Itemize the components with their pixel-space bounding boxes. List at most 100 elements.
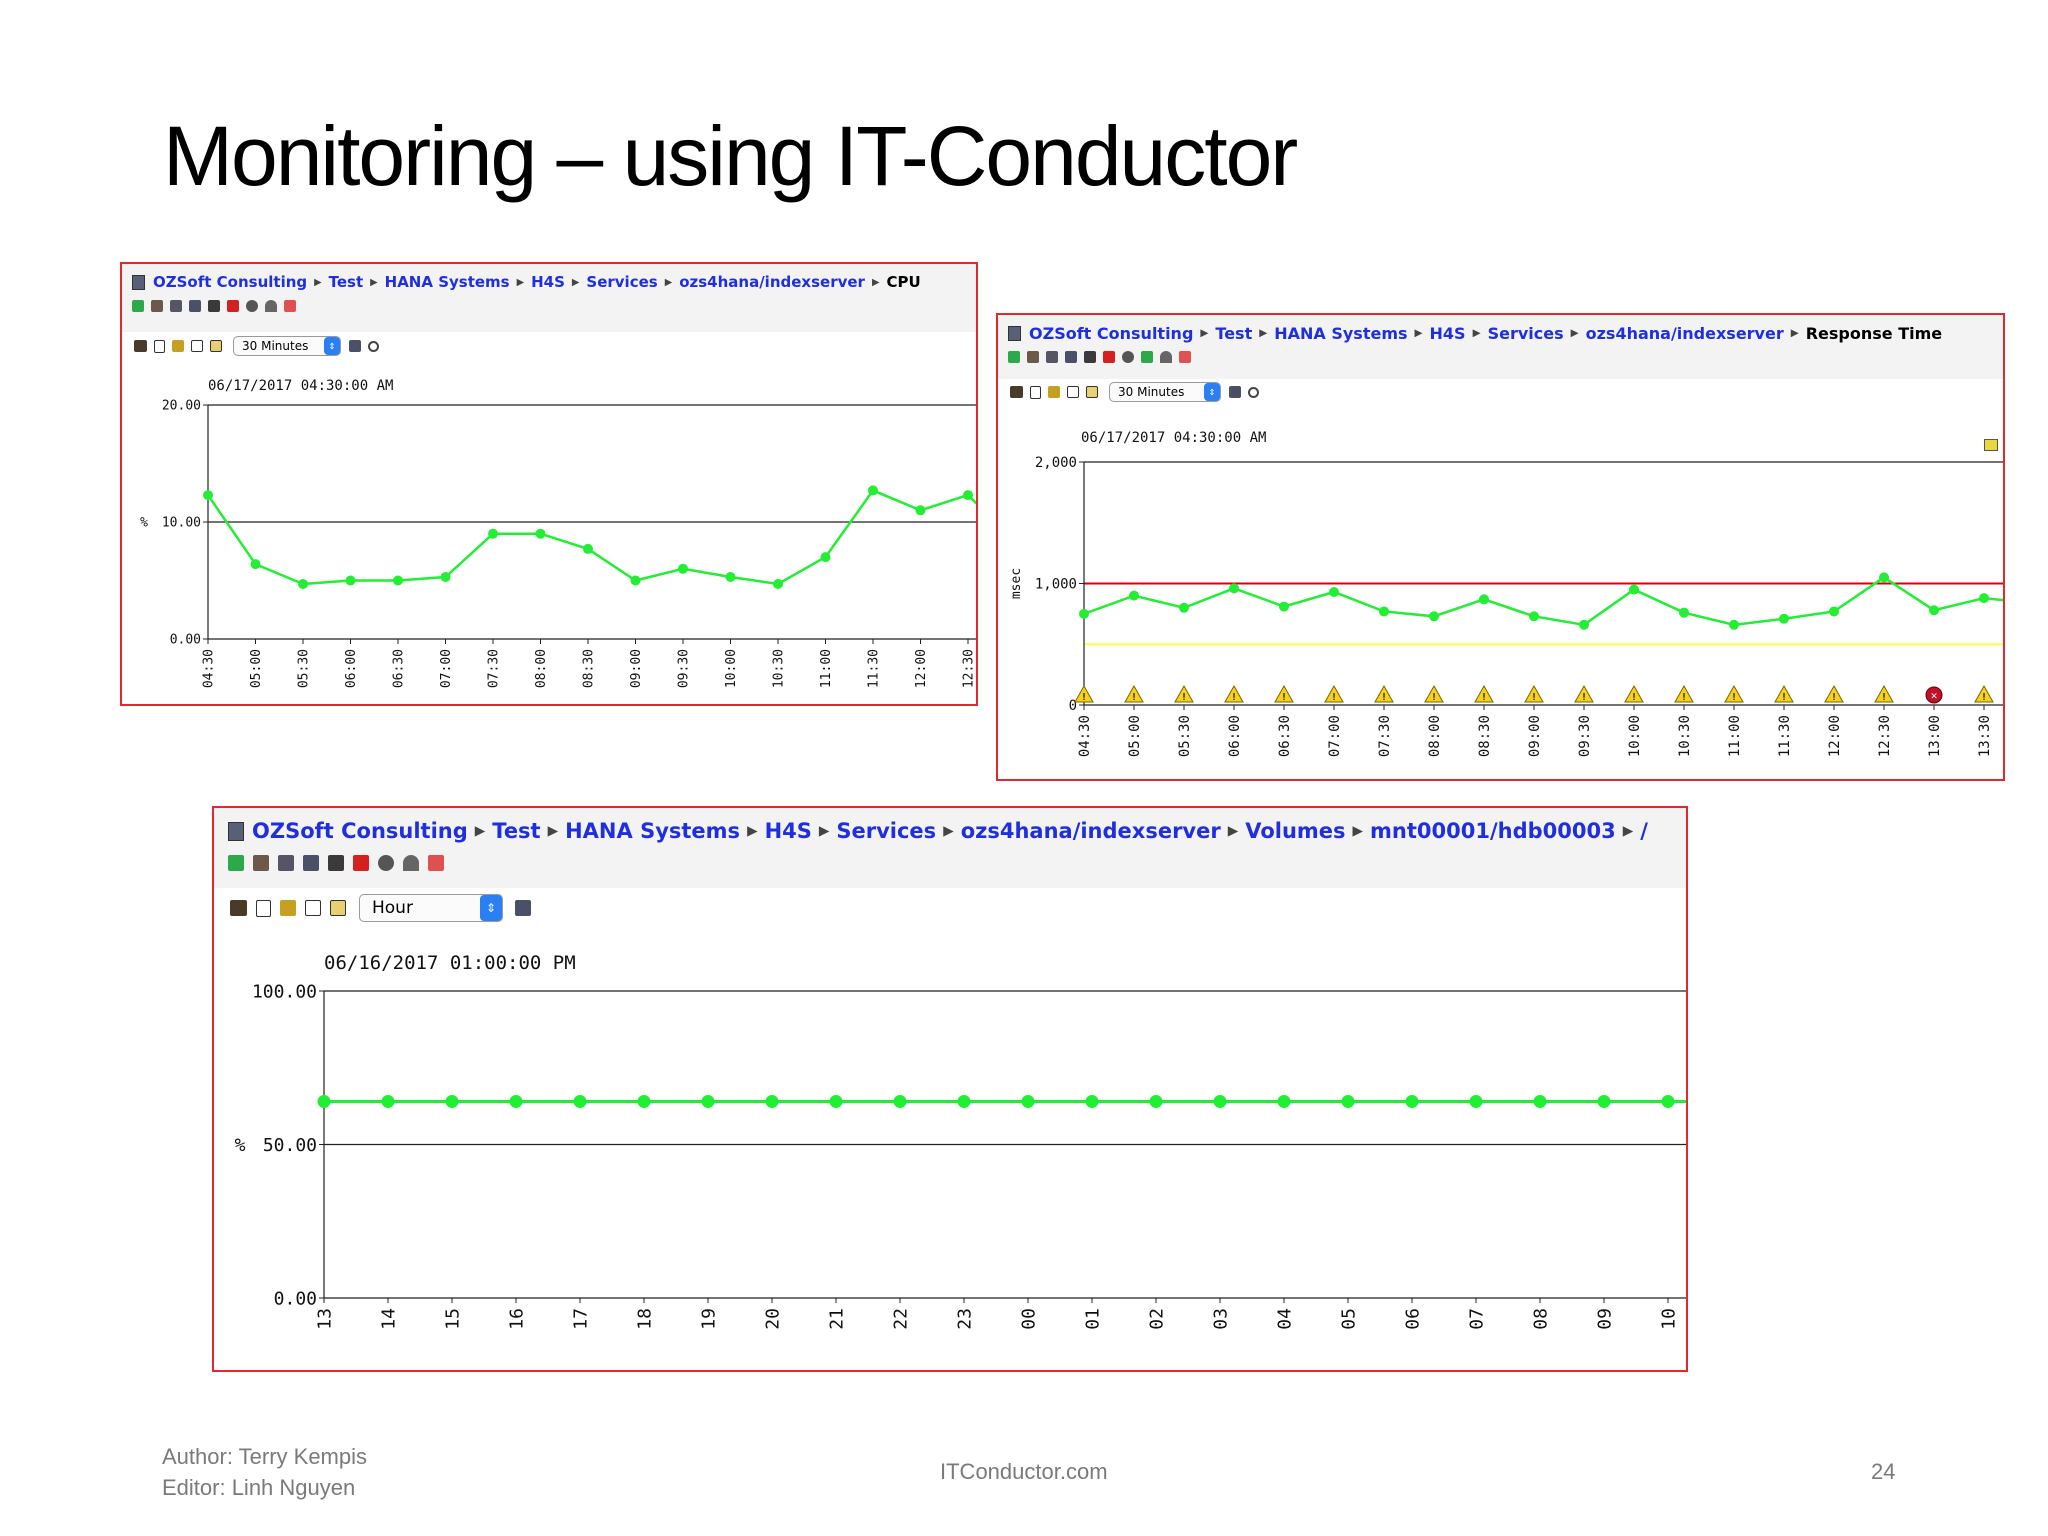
note-icon[interactable]	[1984, 439, 1998, 451]
breadcrumb-link[interactable]: HANA Systems	[1274, 323, 1408, 343]
target-icon[interactable]	[1248, 386, 1259, 398]
data-point	[203, 490, 213, 501]
breadcrumb-link[interactable]: Test	[492, 819, 541, 843]
copy-icon[interactable]	[330, 900, 346, 916]
gauge-icon[interactable]	[265, 300, 277, 312]
response-time-panel: OZSoft Consulting ▶ Test ▶ HANA Systems ▶ H…	[996, 313, 2005, 781]
refresh-icon[interactable]	[132, 300, 144, 312]
breadcrumb-link[interactable]: Volumes	[1245, 819, 1346, 843]
target-icon[interactable]	[368, 340, 379, 352]
breadcrumb: OZSoft Consulting ▶ Test ▶ HANA Systems ▶ H…	[1008, 323, 1993, 343]
pin-icon[interactable]	[428, 855, 444, 871]
gauge-icon[interactable]	[403, 855, 419, 871]
breadcrumb-link[interactable]: ozs4hana/indexserver	[679, 273, 865, 291]
edit-icon[interactable]	[172, 340, 184, 352]
breadcrumb-link[interactable]: H4S	[531, 273, 565, 291]
data-point	[488, 528, 498, 539]
x-tick-label: 04:30	[202, 649, 217, 688]
breadcrumb-current: Response Time	[1805, 323, 1943, 343]
document-icon[interactable]	[154, 339, 165, 353]
refresh-icon[interactable]	[1008, 351, 1020, 363]
period-select[interactable]: Hour ⇕	[359, 894, 503, 922]
breadcrumb-link[interactable]: Test	[1215, 323, 1253, 343]
users-icon[interactable]	[1010, 386, 1023, 398]
server-icon[interactable]	[328, 855, 344, 871]
document-icon[interactable]	[1030, 385, 1041, 399]
breadcrumb-link[interactable]: H4S	[1429, 323, 1466, 343]
data-point	[1661, 1095, 1675, 1109]
chart-icon[interactable]	[515, 900, 531, 916]
breadcrumb-link[interactable]: OZSoft Consulting	[1029, 323, 1194, 343]
chart-icon[interactable]	[1229, 386, 1241, 398]
document-icon[interactable]	[256, 899, 271, 917]
building-icon	[228, 821, 244, 841]
edit-icon[interactable]	[280, 900, 296, 916]
monitor-icon[interactable]	[170, 300, 182, 312]
copy-icon[interactable]	[210, 340, 222, 352]
period-select[interactable]: 30 Minutes ⇕	[1109, 382, 1221, 402]
breadcrumb-link[interactable]: HANA Systems	[565, 819, 741, 843]
breadcrumb-link[interactable]: OZSoft Consulting	[252, 819, 468, 843]
alert-icon[interactable]	[353, 855, 369, 871]
gauge-icon[interactable]	[1160, 351, 1172, 363]
hierarchy-icon[interactable]	[189, 300, 201, 312]
data-point	[1329, 587, 1339, 598]
data-point	[317, 1095, 331, 1109]
edit-icon[interactable]	[1048, 386, 1060, 398]
hierarchy-icon[interactable]	[1065, 351, 1077, 363]
breadcrumb-link[interactable]: Services	[586, 273, 658, 291]
server-icon[interactable]	[208, 300, 220, 312]
data-point	[1179, 602, 1189, 613]
select-arrow-icon: ⇕	[324, 337, 340, 355]
settings-icon[interactable]	[1122, 351, 1134, 363]
data-point	[637, 1095, 651, 1109]
hierarchy-icon[interactable]	[303, 855, 319, 871]
x-tick-label: 09	[1594, 1308, 1615, 1330]
alert-icon[interactable]	[227, 300, 239, 312]
pin-icon[interactable]	[1179, 351, 1191, 363]
agent-icon[interactable]	[1027, 351, 1039, 363]
server-icon[interactable]	[1084, 351, 1096, 363]
table-icon[interactable]	[1067, 386, 1079, 398]
breadcrumb-link[interactable]: ozs4hana/indexserver	[1585, 323, 1784, 343]
breadcrumb-separator: ▶	[818, 823, 830, 839]
breadcrumb-link[interactable]: Services	[1487, 323, 1564, 343]
x-tick-label: 07	[1466, 1308, 1487, 1330]
breadcrumb-link[interactable]: Test	[328, 273, 364, 291]
copy-icon[interactable]	[1086, 386, 1098, 398]
users-icon[interactable]	[134, 340, 147, 352]
breadcrumb-link[interactable]: H4S	[764, 819, 812, 843]
settings-icon[interactable]	[246, 300, 258, 312]
settings-icon[interactable]	[378, 855, 394, 871]
breadcrumb-link[interactable]: ozs4hana/indexserver	[960, 819, 1221, 843]
breadcrumb-link[interactable]: /	[1640, 819, 1648, 843]
agent-icon[interactable]	[253, 855, 269, 871]
x-tick-label: 22	[890, 1308, 911, 1330]
alert-icon[interactable]	[1103, 351, 1115, 363]
breadcrumb-link[interactable]: Services	[836, 819, 937, 843]
warning-icon-glyph: !	[1981, 692, 1987, 703]
checkmark-icon[interactable]	[1141, 351, 1153, 363]
x-tick-label: 12:00	[1827, 715, 1843, 757]
agent-icon[interactable]	[151, 300, 163, 312]
table-icon[interactable]	[305, 900, 321, 916]
period-select[interactable]: 30 Minutes ⇕	[233, 336, 341, 356]
breadcrumb-link[interactable]: OZSoft Consulting	[153, 273, 308, 291]
warning-icon	[1424, 684, 1444, 703]
pin-icon[interactable]	[284, 300, 296, 312]
x-tick-label: 08:00	[1427, 715, 1443, 757]
refresh-icon[interactable]	[228, 855, 244, 871]
data-point	[765, 1095, 779, 1109]
breadcrumb-link[interactable]: mnt00001/hdb00003	[1370, 819, 1616, 843]
data-point	[1429, 611, 1439, 622]
x-tick-label: 13:00	[1927, 715, 1943, 757]
warning-icon	[1274, 684, 1294, 703]
chart-icon[interactable]	[349, 340, 361, 352]
warning-icon	[1524, 684, 1544, 703]
monitor-icon[interactable]	[1046, 351, 1058, 363]
users-icon[interactable]	[230, 900, 247, 916]
table-icon[interactable]	[191, 340, 203, 352]
breadcrumb-link[interactable]: HANA Systems	[384, 273, 510, 291]
monitor-icon[interactable]	[278, 855, 294, 871]
data-point	[1277, 1095, 1291, 1109]
